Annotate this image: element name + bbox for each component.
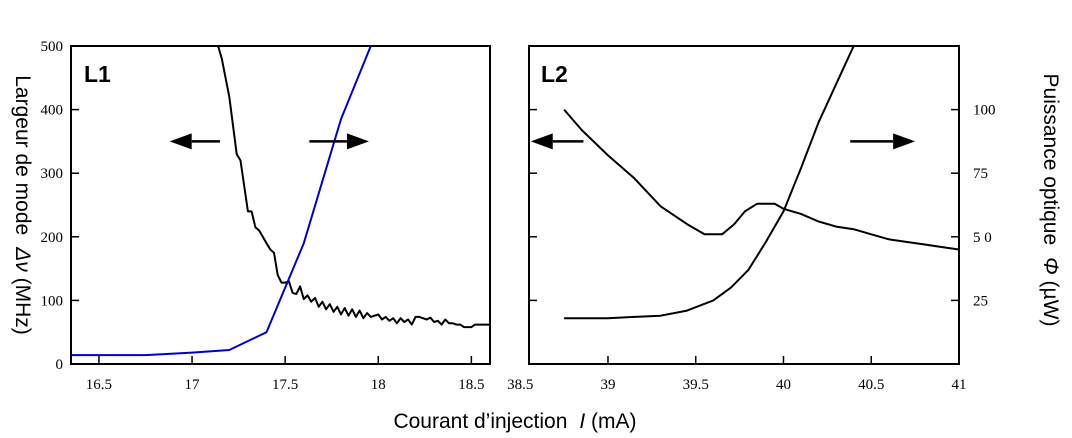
l2-series-line-linewidth bbox=[563, 108, 959, 251]
y-axis-left-title-text: Largeur de mode bbox=[11, 75, 34, 235]
l2-x-tick-label: 38.5 bbox=[507, 377, 533, 393]
l1-y-tick-label: 500 bbox=[41, 39, 64, 55]
l2-y-tick-label: 5 0 bbox=[973, 230, 992, 246]
l1-series-line-power bbox=[71, 46, 372, 357]
l1-x-tick-label: 17 bbox=[185, 377, 201, 393]
x-axis-title: Courant d’injection I (mA) bbox=[393, 410, 636, 433]
l2-x-tick-label: 39.5 bbox=[683, 377, 709, 393]
l1-x-tick-label: 16.5 bbox=[86, 377, 112, 393]
l2-y-tick-label: 100 bbox=[973, 103, 996, 119]
l2-x-tick-label: 40.5 bbox=[858, 377, 884, 393]
l1-y-tick-label: 300 bbox=[41, 166, 64, 182]
panel-l1: 16.5 17 17.5 18 18.5 0 100 200 300 400 500 L1 bbox=[41, 39, 491, 393]
y-axis-right-title-text: Puissance optique bbox=[1039, 74, 1062, 246]
panel-l2-frame bbox=[528, 45, 960, 365]
panel-l2: 38.5 39 39.5 40 40.5 41 25 5 0 75 100 L2 bbox=[507, 45, 996, 393]
arrow-left-icon bbox=[169, 133, 220, 150]
l1-x-tick-label: 18.5 bbox=[458, 377, 484, 393]
l1-series-line-linewidth bbox=[217, 46, 490, 329]
panel-l2-label: L2 bbox=[541, 61, 568, 87]
y-axis-left-title-unit: (MHz) bbox=[11, 272, 34, 335]
l1-y-tick-label: 400 bbox=[41, 103, 64, 119]
l2-y-tick-label: 25 bbox=[973, 293, 988, 309]
l1-y-tick-label: 100 bbox=[41, 293, 64, 309]
panel-l1-label: L1 bbox=[84, 61, 111, 87]
l1-y-tick-label: 200 bbox=[41, 230, 64, 246]
y-axis-left-title-symbol: Δν bbox=[11, 246, 34, 272]
l2-x-tick-label: 40 bbox=[776, 377, 791, 393]
y-axis-right-title: Puissance optique Φ (µW) bbox=[1039, 74, 1062, 327]
x-axis-title-text: Courant d’injection bbox=[393, 410, 567, 433]
x-axis-title-unit: (mA) bbox=[585, 410, 636, 433]
panel-l1-frame bbox=[70, 45, 491, 365]
l2-x-tick-label: 39 bbox=[600, 377, 615, 393]
arrow-left-icon bbox=[530, 133, 584, 150]
l2-y-tick-label: 75 bbox=[973, 166, 988, 182]
l2-series-line-power bbox=[564, 46, 855, 320]
y-axis-right-title-symbol: Φ bbox=[1039, 257, 1062, 275]
arrow-right-icon bbox=[850, 133, 916, 150]
l2-x-tick-label: 41 bbox=[952, 377, 967, 393]
l1-x-tick-label: 18 bbox=[371, 377, 386, 393]
l1-x-tick-label: 17.5 bbox=[272, 377, 298, 393]
x-axis-title-symbol: I bbox=[579, 410, 585, 433]
y-axis-right-title-unit: (µW) bbox=[1039, 275, 1062, 327]
arrow-right-icon bbox=[309, 133, 369, 150]
y-axis-left-title: Largeur de mode Δν (MHz) bbox=[11, 75, 34, 335]
l1-y-tick-label: 0 bbox=[56, 357, 64, 373]
